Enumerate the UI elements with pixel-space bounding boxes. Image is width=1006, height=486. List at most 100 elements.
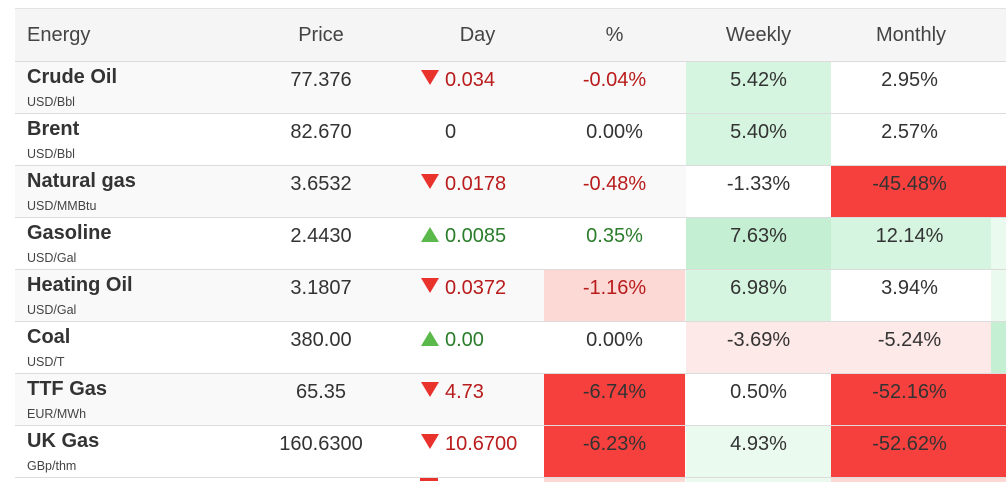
- day-change-value: 0.034: [445, 69, 496, 91]
- heat-cell: [831, 270, 1006, 321]
- price-value: 160.6300: [279, 433, 363, 455]
- weekly-change: 7.63%: [730, 225, 787, 247]
- heat-cell: [991, 322, 1006, 373]
- next-row-partial: [15, 478, 1006, 486]
- heat-cell: [686, 322, 831, 373]
- heat-cell: [831, 374, 1006, 425]
- table-row[interactable]: TTF Gas EUR/MWh 65.35 4.73 -6.74% 0.50% …: [15, 374, 1006, 426]
- weekly-change: 4.93%: [730, 433, 787, 455]
- monthly-change: -5.24%: [877, 329, 942, 351]
- heat-cell: [831, 322, 1006, 373]
- commodity-name[interactable]: Coal: [27, 326, 71, 348]
- weekly-change: 0.50%: [730, 381, 787, 403]
- day-change-value: 10.6700: [445, 433, 518, 455]
- monthly-change: 2.95%: [881, 69, 938, 91]
- header-energy[interactable]: Energy: [27, 24, 91, 46]
- arrow-up-icon: [421, 331, 439, 346]
- table-row[interactable]: UK Gas GBp/thm 160.6300 10.6700 -6.23% 4…: [15, 426, 1006, 478]
- heat-cell: [544, 478, 685, 482]
- table-row[interactable]: Natural gas USD/MMBtu 3.6532 0.0178 -0.4…: [15, 166, 1006, 218]
- heat-cell: [686, 218, 831, 269]
- price-value: 82.670: [290, 121, 352, 143]
- energy-table: Energy Price Day % Weekly Monthly Crude …: [15, 8, 1006, 478]
- day-change-value: 0.0372: [445, 277, 507, 299]
- day-change: 0.00: [415, 322, 545, 373]
- heat-cell: [991, 270, 1006, 321]
- day-change: 10.6700: [415, 426, 545, 477]
- percent-change: -6.23%: [582, 433, 647, 455]
- monthly-change: -52.16%: [872, 381, 947, 403]
- commodity-name[interactable]: Crude Oil: [27, 66, 118, 88]
- commodity-name[interactable]: Heating Oil: [27, 274, 133, 296]
- header-monthly[interactable]: Monthly: [875, 24, 947, 46]
- table-row[interactable]: Crude Oil USD/Bbl 77.376 0.034 -0.04% 5.…: [15, 62, 1006, 114]
- price-value: 3.1807: [290, 277, 352, 299]
- commodity-name[interactable]: UK Gas: [27, 430, 100, 452]
- commodity-unit: GBp/thm: [27, 459, 77, 473]
- table-row[interactable]: Heating Oil USD/Gal 3.1807 0.0372 -1.16%…: [15, 270, 1006, 322]
- table-row[interactable]: Coal USD/T 380.00 0.00 0.00% -3.69% -5.2…: [15, 322, 1006, 374]
- arrow-up-icon: [421, 227, 439, 242]
- header-percent[interactable]: %: [605, 24, 624, 46]
- arrow-down-icon: [421, 434, 439, 449]
- arrow-down-icon: [421, 382, 439, 397]
- commodity-unit: USD/MMBtu: [27, 199, 97, 213]
- heat-cell: [544, 374, 685, 425]
- header-weekly[interactable]: Weekly: [725, 24, 792, 46]
- commodity-name[interactable]: Brent: [27, 118, 80, 140]
- monthly-change: -45.48%: [872, 173, 947, 195]
- heat-cell: [544, 166, 685, 217]
- commodity-name[interactable]: Gasoline: [27, 222, 112, 244]
- percent-change: 0.00%: [586, 121, 643, 143]
- day-change: 4.73: [415, 374, 545, 425]
- weekly-change: 6.98%: [730, 277, 787, 299]
- heat-cell: [831, 62, 1006, 113]
- day-change: 0.0372: [415, 270, 545, 321]
- heat-cell: [544, 218, 685, 269]
- weekly-change: -3.69%: [726, 329, 791, 351]
- day-change: 0: [415, 114, 545, 165]
- heat-cell: [686, 270, 831, 321]
- heat-cell: [831, 478, 1006, 482]
- percent-change: -1.16%: [582, 277, 647, 299]
- heat-cell: [831, 166, 1006, 217]
- day-change: 0.0085: [415, 218, 545, 269]
- heat-cell: [686, 426, 831, 477]
- heat-cell: [686, 478, 831, 482]
- percent-change: 0.00%: [586, 329, 643, 351]
- monthly-change: 2.57%: [881, 121, 938, 143]
- price-value: 65.35: [295, 381, 347, 403]
- commodity-unit: USD/T: [27, 355, 65, 369]
- day-change-value: 4.73: [445, 381, 484, 403]
- weekly-change: 5.40%: [730, 121, 787, 143]
- commodity-unit: USD/Bbl: [27, 147, 75, 161]
- day-change-value: 0.00: [445, 329, 484, 351]
- percent-change: -0.48%: [582, 173, 647, 195]
- percent-change: 0.35%: [586, 225, 643, 247]
- commodity-unit: USD/Gal: [27, 251, 77, 265]
- heat-cell: [686, 166, 831, 217]
- percent-change: -0.04%: [582, 69, 647, 91]
- header-price[interactable]: Price: [298, 24, 344, 46]
- price-value: 380.00: [290, 329, 352, 351]
- day-change: 0.034: [415, 62, 545, 113]
- commodity-name[interactable]: TTF Gas: [27, 378, 108, 400]
- header-day[interactable]: Day: [459, 24, 496, 46]
- heat-cell: [544, 114, 685, 165]
- day-change-value: 0.0178: [445, 173, 507, 195]
- weekly-change: 5.42%: [730, 69, 787, 91]
- commodity-unit: USD/Gal: [27, 303, 77, 317]
- commodity-unit: USD/Bbl: [27, 95, 75, 109]
- arrow-down-icon: [420, 478, 438, 481]
- monthly-change: 12.14%: [875, 225, 944, 247]
- day-change: 0.0178: [415, 166, 545, 217]
- heat-cell: [831, 426, 1006, 477]
- table-header: Energy Price Day % Weekly Monthly: [15, 8, 1006, 62]
- heat-cell: [831, 218, 1006, 269]
- table-body: Crude Oil USD/Bbl 77.376 0.034 -0.04% 5.…: [15, 62, 1006, 478]
- table-row[interactable]: Brent USD/Bbl 82.670 0 0.00% 5.40% 2.57%: [15, 114, 1006, 166]
- day-change-value: 0: [445, 121, 457, 143]
- heat-cell: [544, 62, 685, 113]
- commodity-name[interactable]: Natural gas: [27, 170, 136, 192]
- table-row[interactable]: Gasoline USD/Gal 2.4430 0.0085 0.35% 7.6…: [15, 218, 1006, 270]
